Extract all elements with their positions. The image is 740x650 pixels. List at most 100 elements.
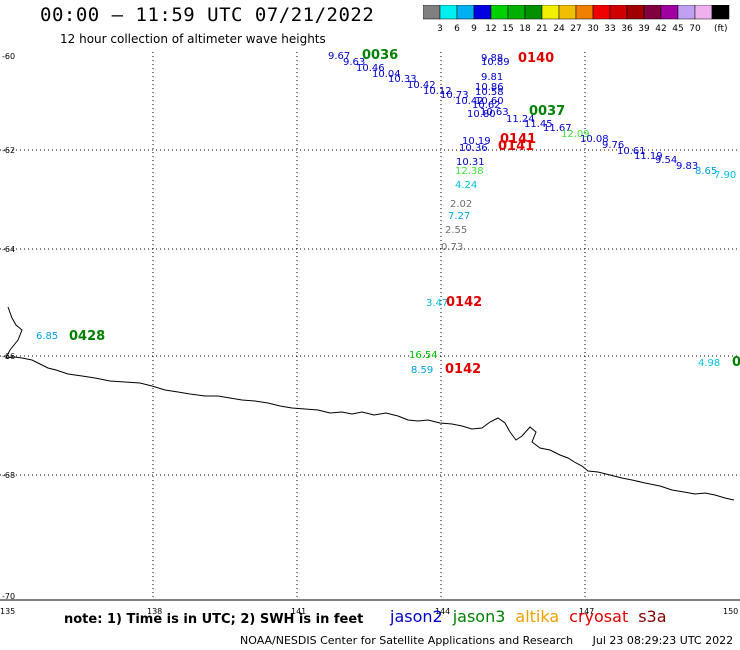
wave-height-label: 10.58 bbox=[475, 87, 504, 98]
wave-height-label: 4.98 bbox=[698, 358, 720, 369]
wave-height-label: 0.73 bbox=[441, 242, 463, 253]
lon-tick-label: 135 bbox=[0, 607, 15, 616]
wave-height-label: 10.62 bbox=[472, 100, 501, 111]
wave-height-label: 8.59 bbox=[411, 365, 433, 376]
color-scale-label: 21 bbox=[536, 24, 547, 34]
wave-height-label: 10.60 bbox=[475, 96, 504, 107]
wave-height-label: 10.08 bbox=[580, 134, 609, 145]
pass-time-label: 0141 bbox=[500, 132, 536, 147]
pass-time-label: 0140 bbox=[518, 51, 554, 66]
lat-tick-label: -66 bbox=[2, 352, 15, 361]
wave-height-label: 3.47 bbox=[426, 298, 448, 309]
lat-tick-label: -62 bbox=[2, 146, 15, 155]
wave-height-label: 8.65 bbox=[695, 166, 717, 177]
pass-time-label: 0141 bbox=[498, 139, 534, 154]
lon-tick-label: 150 bbox=[723, 607, 738, 616]
color-scale-label: 30 bbox=[587, 24, 599, 34]
wave-height-label: 10.12 bbox=[423, 86, 452, 97]
color-legend: 3 6 9 12 15 18 21 24 27 30 33 36 39 42 45 70 (ft) bbox=[423, 5, 730, 34]
wave-height-label: 7.90 bbox=[714, 170, 736, 181]
wave-height-label: 11.67 bbox=[543, 123, 572, 134]
wave-height-label: 11.24 bbox=[506, 114, 535, 125]
pass-time-label: 0037 bbox=[529, 104, 565, 119]
color-scale-label: 27 bbox=[570, 24, 581, 34]
wave-height-label: 10.19 bbox=[462, 136, 491, 147]
wave-height-label: 4.24 bbox=[455, 180, 477, 191]
wave-height-label: 12.09 bbox=[561, 129, 590, 140]
color-scale-label: 18 bbox=[519, 24, 531, 34]
lat-tick-label: -64 bbox=[2, 245, 15, 254]
wave-height-label: 10.31 bbox=[456, 157, 485, 168]
wave-height-label: 10.46 bbox=[356, 63, 385, 74]
color-scale-unit: (ft) bbox=[714, 24, 728, 34]
color-scale-label: 45 bbox=[672, 24, 683, 34]
satellite-jason3: jason3 bbox=[452, 607, 506, 626]
note-text: note: 1) Time is in UTC; 2) SWH is in fe… bbox=[64, 612, 364, 627]
wave-height-label: 11.45 bbox=[524, 119, 553, 130]
coastline bbox=[5, 306, 735, 501]
pass-time-label: 0428 bbox=[69, 329, 105, 344]
wave-height-labels: 9.67 00369.6310.4610.0410.3310.4210.1210.… bbox=[36, 48, 740, 377]
color-scale-label: 33 bbox=[604, 24, 615, 34]
color-swatch bbox=[711, 5, 730, 20]
color-scale-label: 3 bbox=[437, 24, 443, 34]
pass-time-label: 0036 bbox=[362, 48, 398, 63]
lon-tick-label: 144 bbox=[435, 607, 450, 616]
lat-tick-label: -68 bbox=[2, 471, 15, 480]
wave-height-label: 2.55 bbox=[445, 225, 467, 236]
pass-time-label: 0142 bbox=[445, 362, 481, 377]
wave-height-label: 9.83 bbox=[676, 161, 698, 172]
color-scale-label: 36 bbox=[621, 24, 633, 34]
wave-height-label: 10.36 bbox=[459, 143, 488, 154]
color-scale-label: 12 bbox=[485, 24, 496, 34]
wave-height-label: 10.86 bbox=[475, 82, 504, 93]
wave-height-label: 16.54 bbox=[409, 350, 438, 361]
lat-lon-grid: 135 138 141 144 147 150 -60 -62 -64 -66 -68 -70 bbox=[0, 52, 740, 616]
wave-height-label: 6.85 bbox=[36, 331, 58, 342]
lat-tick-label: -60 bbox=[2, 52, 15, 61]
wave-height-label: 10.73 bbox=[440, 90, 469, 101]
wave-height-label: 10.89 bbox=[481, 57, 510, 68]
color-scale-label: 70 bbox=[689, 24, 701, 34]
satellite-legend: jason2 jason3 altika cryosat s3a bbox=[390, 607, 677, 626]
wave-height-label: 11.19 bbox=[634, 151, 663, 162]
satellite-jason2: jason2 bbox=[390, 607, 443, 626]
pass-time-label: 0 bbox=[732, 355, 740, 370]
generation-timestamp: Jul 23 08:29:23 UTC 2022 bbox=[592, 634, 734, 647]
wave-height-label: 12.38 bbox=[455, 166, 484, 177]
wave-height-label: 10.61 bbox=[617, 146, 646, 157]
wave-height-label: 7.27 bbox=[448, 211, 470, 222]
pass-time-label: 0142 bbox=[446, 295, 482, 310]
satellite-altika: altika bbox=[515, 607, 560, 626]
lon-tick-label: 141 bbox=[291, 607, 306, 616]
map-subtitle: 12 hour collection of altimeter wave hei… bbox=[60, 32, 326, 46]
wave-height-label: 9.63 bbox=[343, 57, 365, 68]
wave-height-label: 10.63 bbox=[480, 107, 509, 118]
wave-height-label: 9.54 bbox=[655, 155, 677, 166]
satellite-cryosat: cryosat bbox=[569, 607, 629, 626]
map-title: 00:00 – 11:59 UTC 07/21/2022 bbox=[40, 4, 375, 26]
wave-height-label: 9.76 bbox=[602, 140, 624, 151]
wave-height-label: 10.33 bbox=[388, 74, 417, 85]
lon-tick-label: 138 bbox=[147, 607, 162, 616]
color-scale-label: 9 bbox=[471, 24, 477, 34]
wave-height-label: 10.42 bbox=[407, 80, 436, 91]
wave-height-label: 10.80 bbox=[467, 109, 496, 120]
color-scale-label: 15 bbox=[502, 24, 513, 34]
agency-credit: NOAA/NESDIS Center for Satellite Applica… bbox=[240, 634, 574, 647]
wave-height-label: 2.02 bbox=[450, 199, 472, 210]
wave-height-label: 9.88 bbox=[481, 53, 503, 64]
color-scale-label: 24 bbox=[553, 24, 565, 34]
wave-height-label: 10.42 bbox=[455, 96, 484, 107]
color-scale-label: 6 bbox=[454, 24, 460, 34]
color-scale-label: 39 bbox=[638, 24, 650, 34]
satellite-s3a: s3a bbox=[638, 607, 667, 626]
wave-height-label: 9.67 bbox=[328, 51, 350, 62]
lon-tick-label: 147 bbox=[579, 607, 594, 616]
footer: NOAA/NESDIS Center for Satellite Applica… bbox=[240, 634, 733, 647]
wave-height-label: 9.81 bbox=[481, 72, 503, 83]
lat-tick-label: -70 bbox=[2, 592, 15, 601]
wave-height-label: 10.04 bbox=[372, 69, 401, 80]
color-scale-label: 42 bbox=[655, 24, 666, 34]
